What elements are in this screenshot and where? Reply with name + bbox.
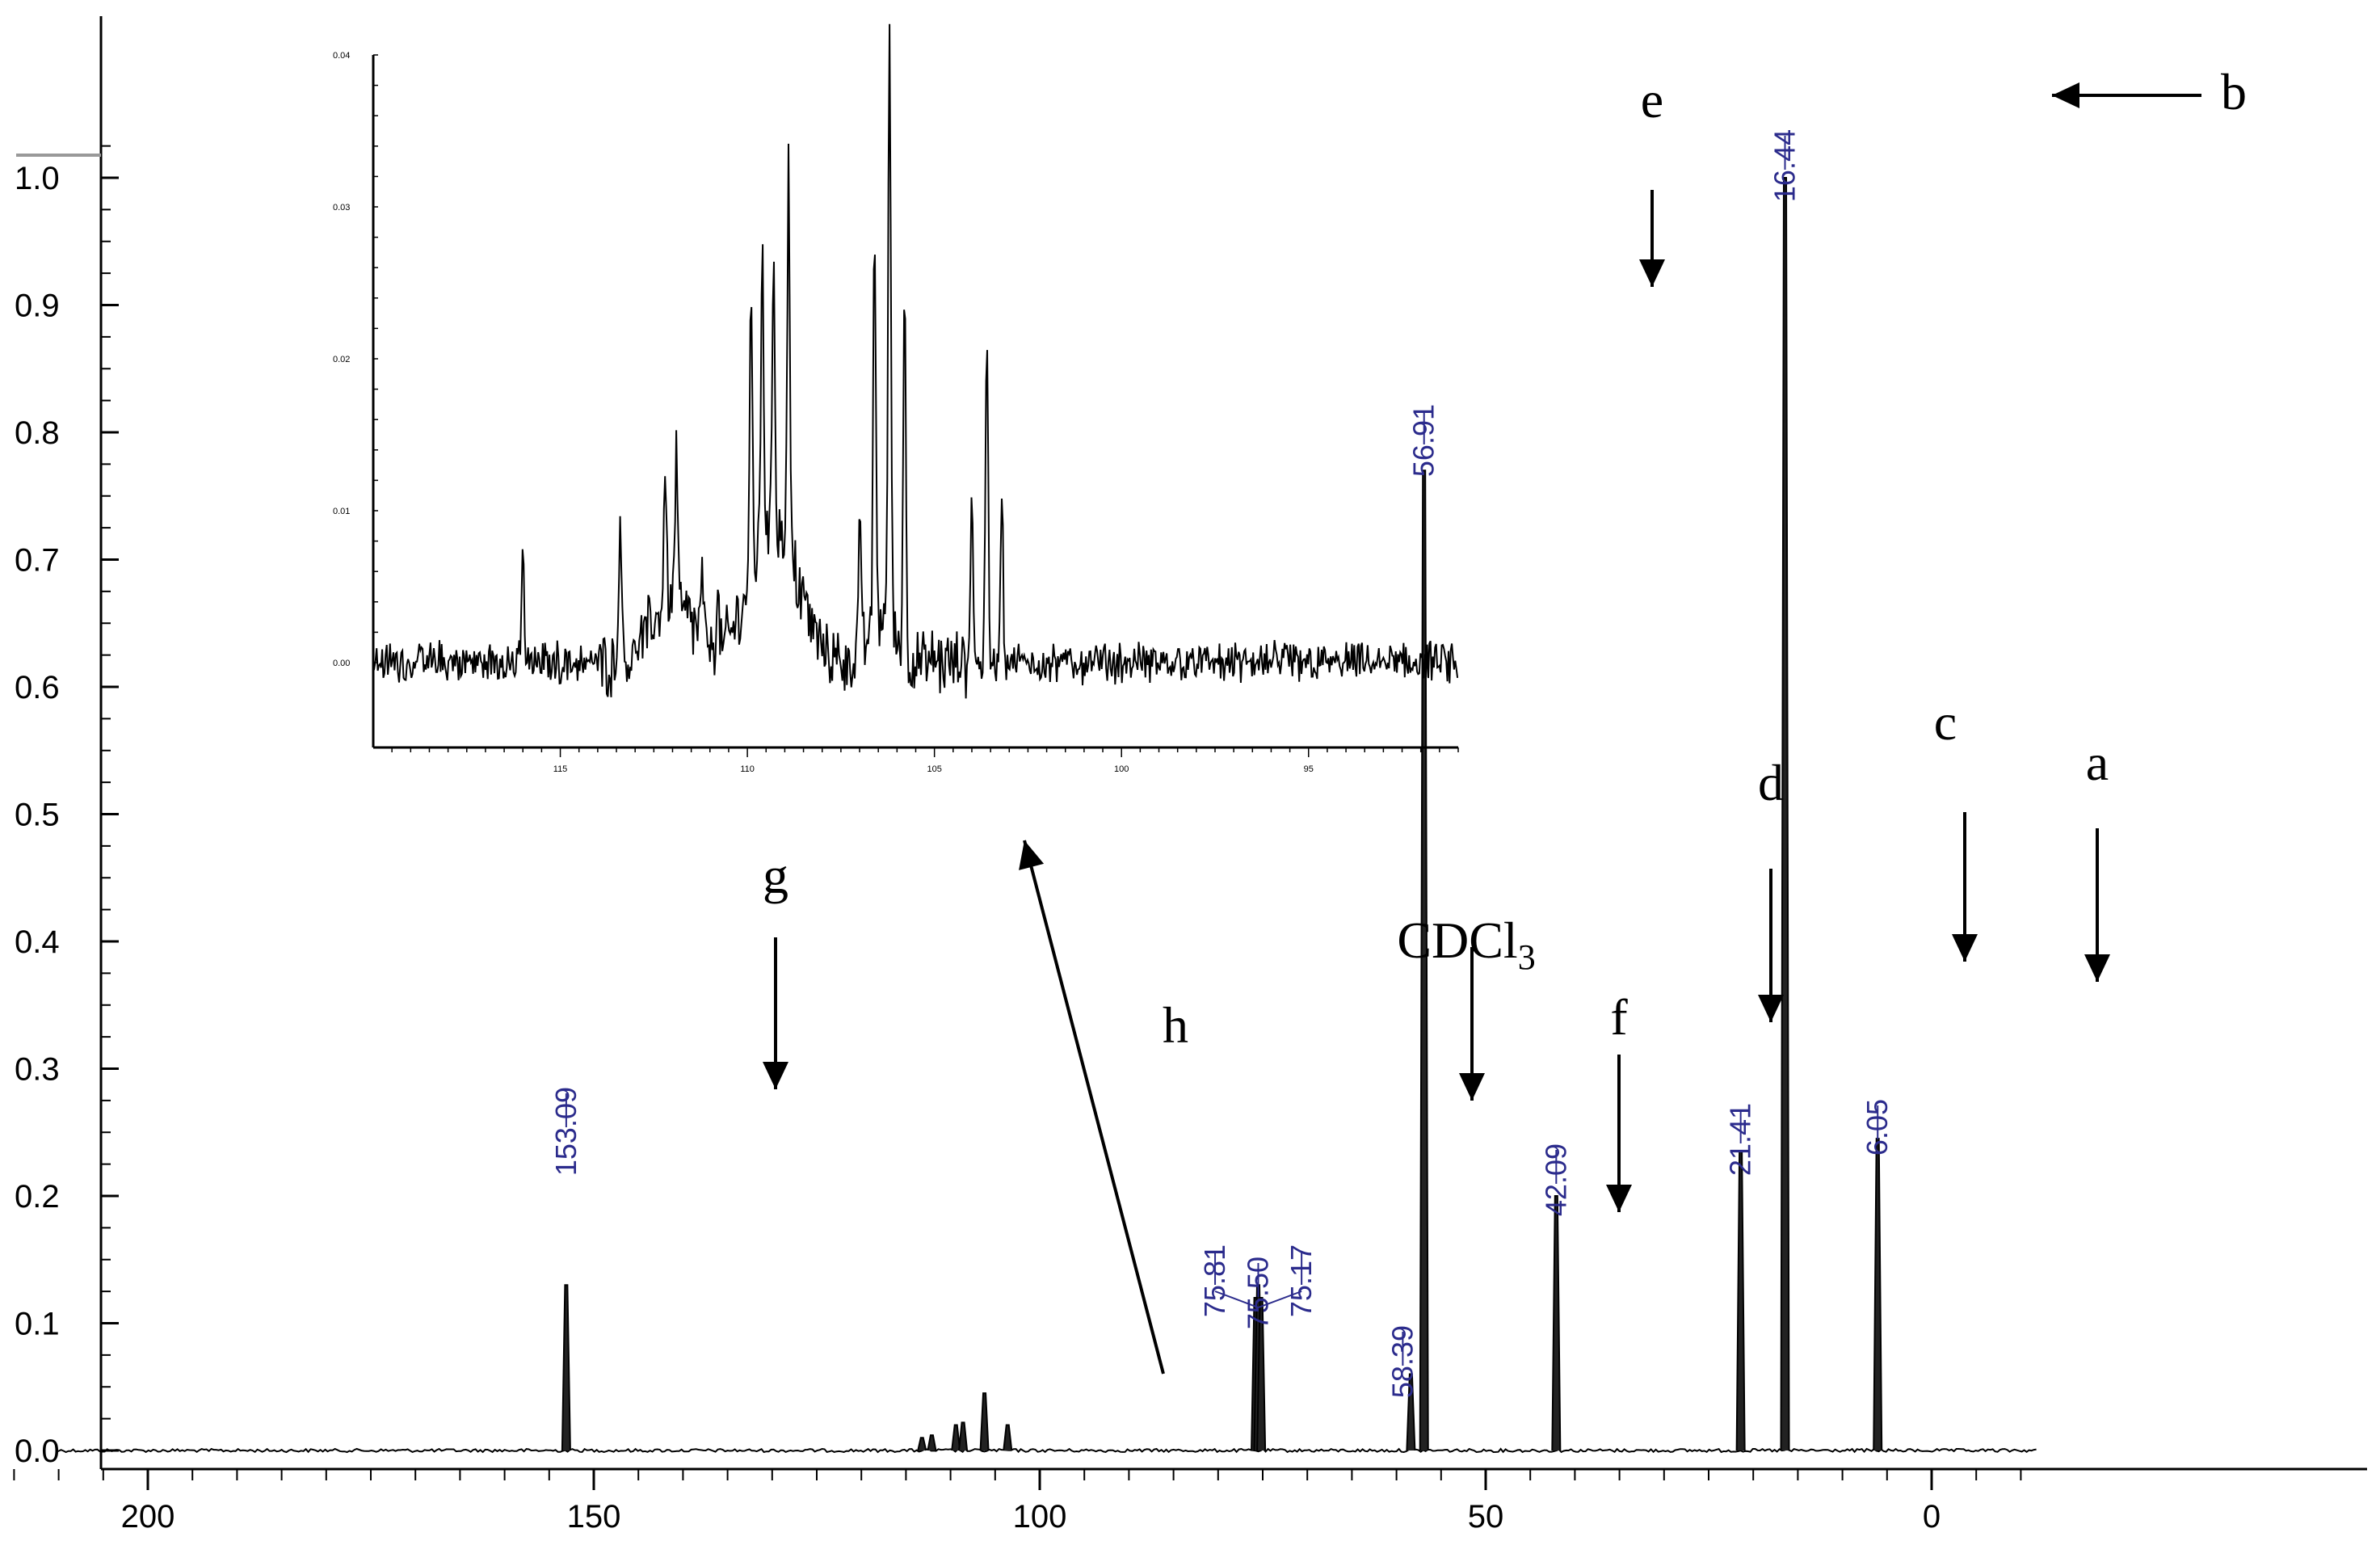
y-tick-label: 0.8 [15, 415, 60, 451]
spectrum-peak [1551, 1195, 1562, 1451]
annotation-arrow-h-head [1019, 840, 1045, 870]
annotation-arrow-h [1023, 840, 1165, 1375]
y-tick-label: 0.3 [15, 1052, 60, 1088]
inset-x-tick-label: 100 [1114, 764, 1129, 774]
minor-peak [958, 1421, 969, 1451]
annotation-arrow-d-head [1758, 995, 1784, 1022]
inset-y-tick-label: 0.03 [333, 203, 350, 213]
annotation-letter-a: a [2086, 734, 2109, 791]
y-tick-label: 0.7 [15, 543, 60, 579]
spectrum-peak [1873, 1138, 1883, 1451]
annotation-arrow-e-head [1639, 259, 1665, 287]
minor-peak [917, 1437, 927, 1451]
spectrum-peak [1406, 1373, 1416, 1451]
x-tick-label: 50 [1468, 1499, 1504, 1535]
y-tick-label: 0.0 [15, 1434, 60, 1469]
inset-x-tick-label: 110 [740, 764, 755, 774]
spectrum-peak [561, 1284, 571, 1451]
spectrum-baseline [57, 1447, 2037, 1454]
y-tick-label: 0.5 [15, 798, 60, 833]
inset-x-tick-label: 115 [553, 764, 568, 774]
annotation-letter-c: c [1934, 693, 1957, 751]
inset-spectrum-trace [372, 23, 1459, 699]
minor-peak [927, 1434, 937, 1451]
solvent-label: CDCl3 [1397, 912, 1535, 977]
annotation-letter-h: h [1163, 996, 1188, 1054]
annotation-arrow-f-head [1606, 1185, 1632, 1212]
inset-y-tick-label: 0.02 [333, 355, 350, 364]
annotation-letter-e: e [1641, 71, 1663, 128]
inset-y-tick-label: 0.04 [333, 51, 350, 61]
spectrum-peak [1419, 469, 1429, 1451]
y-tick-label: 1.0 [15, 161, 60, 196]
y-tick-label: 0.1 [15, 1307, 60, 1342]
annotation-arrow-a-head [2084, 954, 2110, 982]
x-tick-label: 0 [1923, 1499, 1941, 1535]
annotation-letter-g: g [763, 847, 788, 904]
minor-peak [979, 1392, 990, 1451]
annotation-arrow-cdcl3-head [1459, 1073, 1485, 1101]
y-tick-label: 0.4 [15, 924, 60, 960]
annotation-arrow-c-head [1952, 934, 1978, 962]
inset-y-tick-label: 0.00 [333, 659, 350, 668]
annotation-letter-b: b [2221, 63, 2247, 120]
x-tick-label: 200 [121, 1499, 175, 1535]
inset-x-tick-label: 105 [927, 764, 941, 774]
solvent-bracket [1214, 1290, 1302, 1309]
minor-peak [951, 1424, 961, 1451]
inset-chart: 115 110 105 100 95 0.00 0.01 0.02 0.03 0.04 [333, 23, 1459, 774]
annotation-letter-d: d [1758, 754, 1784, 811]
spectrum-peak [1780, 177, 1790, 1451]
spectrum-peak [1256, 1297, 1267, 1451]
y-tick-label: 0.2 [15, 1179, 60, 1215]
annotation-arrow-b-head [2052, 82, 2079, 108]
x-tick-label: 100 [1013, 1499, 1067, 1535]
inset-x-tick-label: 95 [1304, 764, 1314, 774]
x-tick-label: 150 [567, 1499, 621, 1535]
y-tick-label: 0.6 [15, 670, 60, 705]
y-tick-label: 0.9 [15, 288, 60, 324]
inset-y-tick-label: 0.01 [333, 507, 350, 516]
spectrum-peak [1735, 1150, 1746, 1451]
minor-peak [1003, 1424, 1013, 1451]
annotation-letter-f: f [1610, 988, 1628, 1046]
annotation-arrow-g-head [763, 1062, 788, 1089]
